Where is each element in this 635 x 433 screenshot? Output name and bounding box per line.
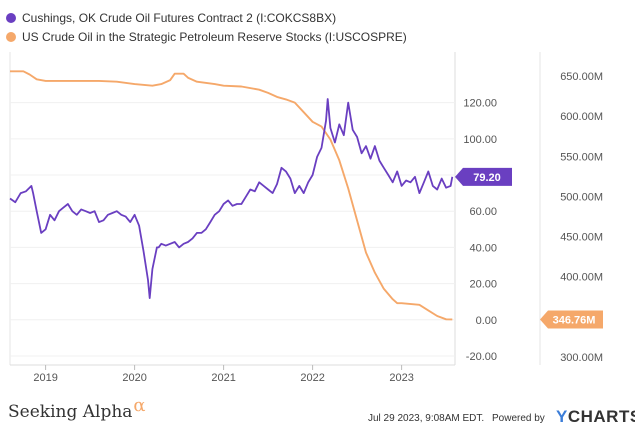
y-right-tick-label-2: 550.00M	[560, 151, 603, 163]
x-tick-label-1: 2020	[122, 372, 146, 384]
badge-label-cushing: 79.20	[473, 172, 501, 184]
seeking-alpha-logo[interactable]: Seeking Alphaα	[8, 395, 146, 422]
brand-name: Seeking Alpha	[8, 402, 133, 422]
y-left-tick-label-3: 60.00	[469, 206, 497, 218]
y-right-tick-label-5: 400.00M	[560, 272, 603, 284]
alpha-symbol: α	[133, 395, 146, 416]
x-tick-label-0: 2019	[33, 372, 57, 384]
legend-item-cushing[interactable]: Cushings, OK Crude Oil Futures Contract …	[6, 8, 407, 27]
last-value-badges: 79.20 346.76M	[455, 167, 603, 329]
y-right-tick-label-3: 500.00M	[560, 191, 603, 203]
y-left-tick-label-7: -20.00	[466, 351, 497, 363]
badge-bg-cushing	[455, 167, 512, 186]
legend-swatch-spr	[6, 31, 16, 42]
chart-grid	[9, 52, 541, 366]
x-tick-label-3: 2022	[300, 372, 324, 384]
ycharts-logo[interactable]: YCHARTS	[556, 407, 635, 427]
legend-label-spr: US Crude Oil in the Strategic Petroleum …	[22, 29, 407, 44]
y-right-tick-label-4: 450.00M	[560, 232, 603, 244]
legend-label-cushing: Cushings, OK Crude Oil Futures Contract …	[22, 10, 337, 25]
x-tick-label-4: 2023	[389, 372, 413, 384]
x-axis: 2019 2020 2021 2022 2023	[33, 365, 414, 384]
legend-swatch-cushing	[6, 12, 16, 23]
y-right-tick-label-1: 600.00M	[560, 111, 603, 123]
timestamp: Jul 29 2023, 9:08AM EDT.	[368, 413, 485, 424]
x-tick-label-2: 2021	[211, 372, 235, 384]
ycharts-y: Y	[556, 407, 568, 426]
y-left-tick-label-4: 40.00	[469, 242, 497, 254]
ycharts-text: CHARTS	[567, 407, 635, 426]
y-right-tick-label-0: 650.00M	[560, 71, 603, 83]
chart-legend: Cushings, OK Crude Oil Futures Contract …	[6, 8, 407, 46]
legend-item-spr[interactable]: US Crude Oil in the Strategic Petroleum …	[6, 27, 407, 46]
badge-label-spr: 346.76M	[553, 314, 596, 326]
y-left-tick-label-0: 120.00	[463, 98, 497, 110]
y-axis-left: 120.00100.0080.0060.0040.0020.000.00-20.…	[463, 98, 497, 363]
badge-bg-spr	[540, 310, 603, 329]
y-right-tick-label-7: 300.00M	[560, 352, 603, 364]
series-line-cushing	[9, 98, 454, 300]
y-left-tick-label-6: 0.00	[476, 315, 497, 327]
series-layer	[9, 70, 454, 321]
y-left-tick-label-5: 20.00	[469, 279, 497, 291]
y-left-tick-label-1: 100.00	[463, 134, 497, 146]
series-line-spr	[10, 70, 453, 321]
powered-by-label: Powered by	[492, 413, 545, 424]
